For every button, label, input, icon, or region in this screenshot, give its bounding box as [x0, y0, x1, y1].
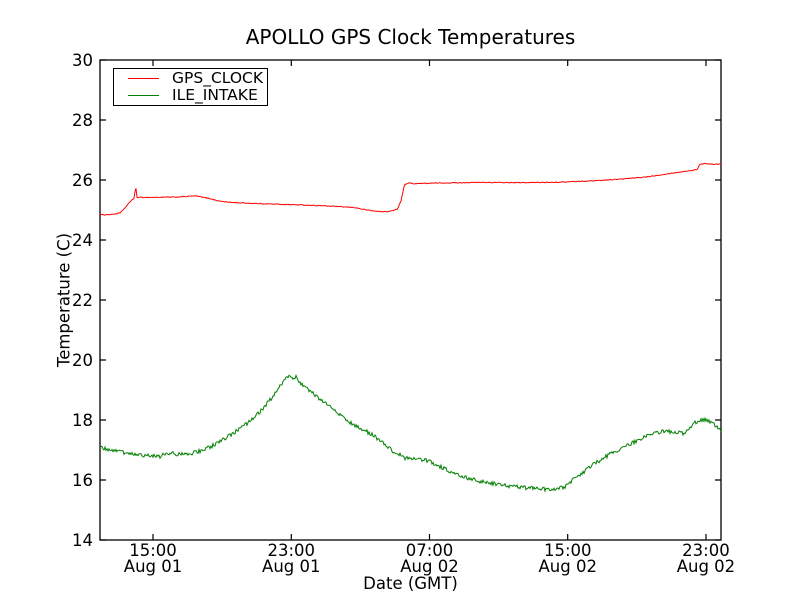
- y-tick-label-14: 14: [72, 530, 93, 550]
- axes-frame: [99, 59, 722, 541]
- series-line-gps_clock: [99, 162, 722, 216]
- y-tick-label-24: 24: [72, 230, 93, 250]
- legend-label: GPS_CLOCK: [172, 68, 264, 87]
- x-tick-date: Aug 01: [123, 556, 183, 576]
- series-line-ile_intake: [99, 374, 722, 493]
- x-tick-time: 23:00: [682, 541, 730, 560]
- x-tick-date: Aug 01: [262, 556, 321, 576]
- legend-entry-gps_clock: GPS_CLOCK: [114, 68, 267, 88]
- tick-marks: [100, 59, 721, 541]
- x-tick-label-2300-Aug02: 23:00 Aug 02: [661, 543, 751, 574]
- legend-label: ILE_INTAKE: [172, 86, 258, 105]
- x-tick-time: 15:00: [543, 541, 592, 560]
- y-tick-label-18: 18: [72, 410, 93, 430]
- x-tick-label-2300-Aug01: 23:00 Aug 01: [246, 543, 336, 574]
- x-tick-date: Aug 02: [676, 556, 736, 576]
- y-tick-label-22: 22: [72, 290, 93, 310]
- x-tick-time: 07:00: [405, 541, 454, 560]
- legend-line-sample: [128, 95, 159, 97]
- y-tick-label-28: 28: [72, 110, 93, 130]
- legend-entry-ile_intake: ILE_INTAKE: [114, 87, 267, 105]
- y-tick-label-30: 30: [72, 50, 93, 70]
- x-tick-time: 23:00: [267, 541, 316, 560]
- legend: GPS_CLOCK ILE_INTAKE: [113, 68, 268, 106]
- x-tick-date: Aug 02: [400, 556, 459, 576]
- x-tick-label-1500-Aug02: 15:00 Aug 02: [523, 543, 613, 574]
- x-tick-date: Aug 02: [538, 556, 597, 576]
- x-tick-label-0700-Aug02: 07:00 Aug 02: [385, 543, 475, 574]
- x-tick-label-1500-Aug01: 15:00 Aug 01: [108, 543, 198, 574]
- x-tick-time: 15:00: [129, 541, 177, 560]
- legend-line-sample: [128, 77, 159, 79]
- chart-title: APOLLO GPS Clock Temperatures: [245, 25, 576, 49]
- y-tick-label-20: 20: [72, 350, 93, 370]
- y-tick-label-26: 26: [72, 170, 93, 190]
- x-axis-label: Date (GMT): [363, 574, 458, 593]
- y-tick-label-16: 16: [72, 470, 93, 490]
